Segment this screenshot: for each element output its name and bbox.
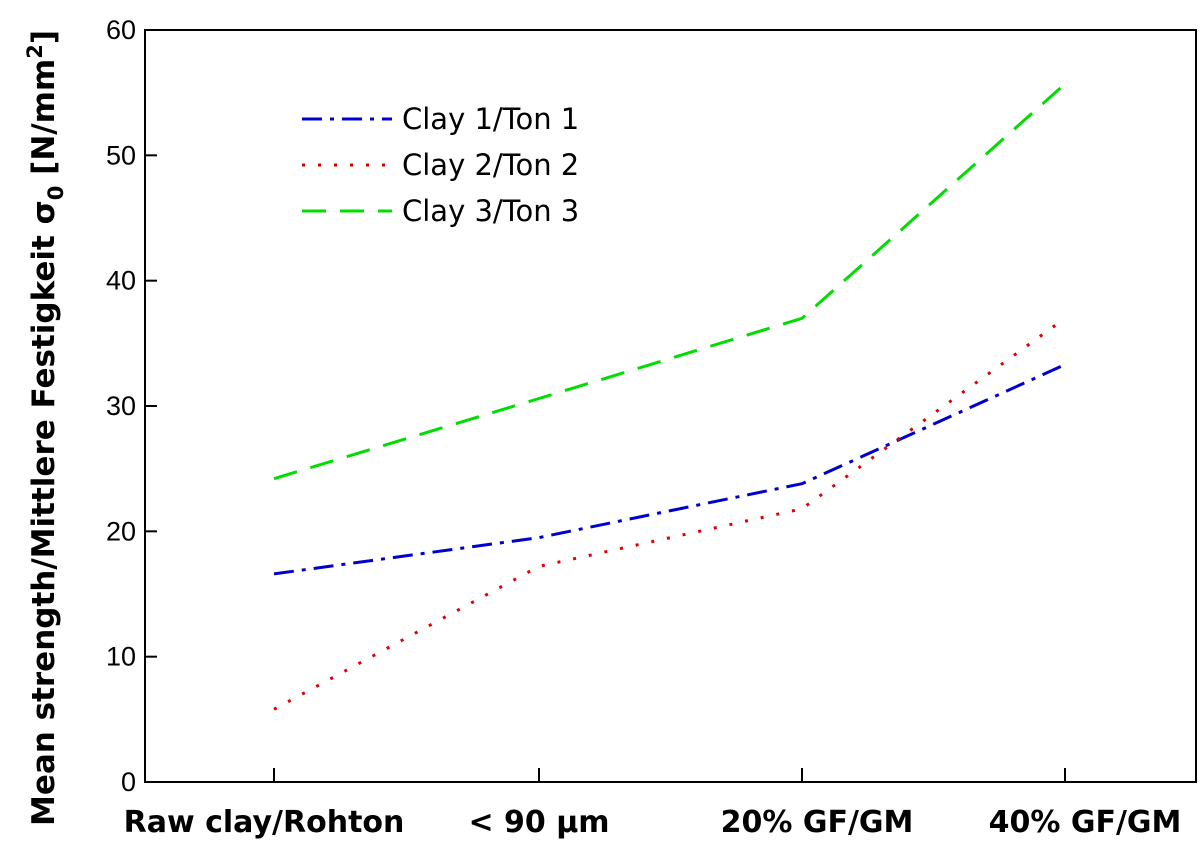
legend-entry: Clay 1/Ton 1 [402, 102, 579, 136]
x-axis: Raw clay/Rohton < 90 µm 20% GF/GM 40% GF/GM [124, 768, 1182, 840]
legend-entry: Clay 3/Ton 3 [402, 194, 579, 228]
legend: Clay 1/Ton 1 Clay 2/Ton 2 Clay 3/Ton 3 [302, 102, 579, 228]
y-tick-label: 60 [106, 15, 136, 45]
x-tick-label: Raw clay/Rohton [124, 805, 405, 840]
y-tick-label: 30 [106, 391, 136, 421]
plot-area [144, 29, 1197, 783]
plot-border [144, 29, 1197, 783]
series-line-1 [273, 363, 1066, 576]
series-line-3 [273, 82, 1066, 481]
y-tick-label: 0 [121, 767, 136, 797]
y-tick-label: 40 [106, 266, 136, 296]
series-layer [273, 82, 1066, 711]
y-axis: 0 10 20 30 40 50 60 [106, 15, 157, 797]
x-tick-label: 40% GF/GM [989, 805, 1182, 840]
y-axis-label: Mean strength/Mittlere Festigkeit σ0 [N/… [23, 30, 68, 826]
legend-entry: Clay 2/Ton 2 [402, 148, 579, 182]
x-tick-label: 20% GF/GM [721, 805, 914, 840]
series-line-2 [273, 317, 1066, 711]
y-tick-label: 20 [106, 516, 136, 546]
y-tick-label: 10 [106, 642, 136, 672]
x-tick-label: < 90 µm [468, 805, 609, 840]
y-tick-label: 50 [106, 140, 136, 170]
